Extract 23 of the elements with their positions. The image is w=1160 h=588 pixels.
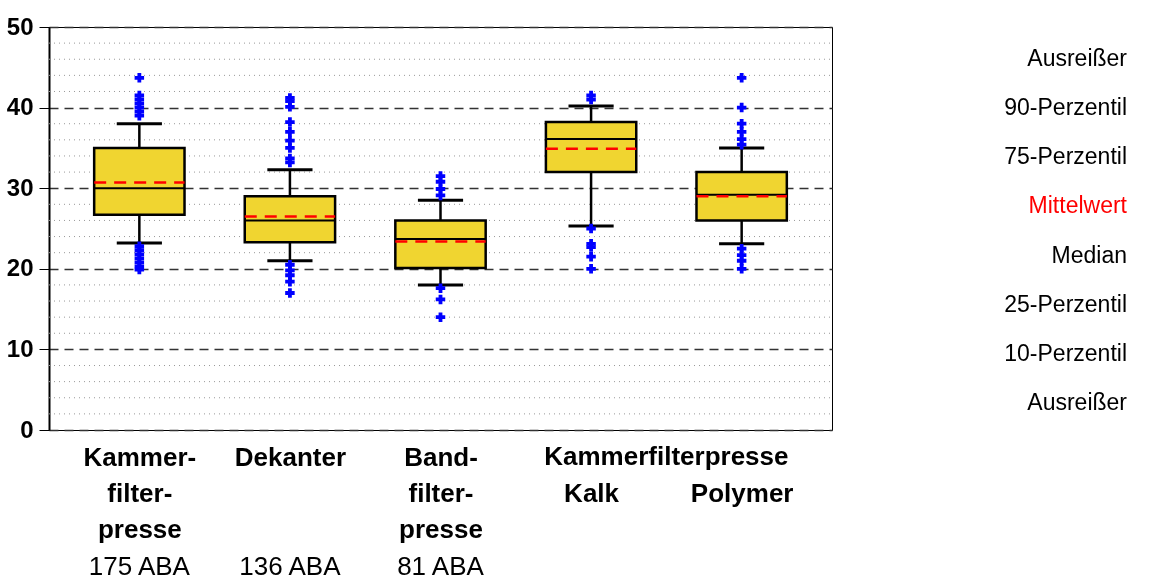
x-tick-label: Dekanter [234,441,347,472]
text: Mittelwert [1028,192,1128,219]
text: 136 ABA [239,551,342,581]
x-tick-label: Kammer- filter- presse [83,441,197,544]
text: 25-Perzentil [1004,290,1127,317]
x-tick-label: Polymer [690,477,794,508]
text: 90-Perzentil [1004,94,1127,121]
text: Kammerfilterpresse [544,441,789,471]
y-tick-label: 40 [6,93,34,121]
y-tick-label: 30 [6,173,34,201]
text: 175 ABA [88,551,191,581]
text: Ausreißer [1027,389,1128,415]
y-tick-label: 20 [6,254,34,282]
x-tick-label: Kalk [564,477,620,508]
y-tick-label: 10 [6,334,34,362]
x-tick-label: Band- filter- presse [399,441,483,544]
y-tick-label: 50 [6,12,34,40]
text: 81 ABA [397,551,485,581]
text: 10-Perzentil [1004,339,1127,366]
y-tick-label: 0 [20,415,34,443]
text: 75-Perzentil [1004,143,1127,170]
text: Ausreißer [1027,45,1128,71]
text: Median [1051,241,1127,268]
